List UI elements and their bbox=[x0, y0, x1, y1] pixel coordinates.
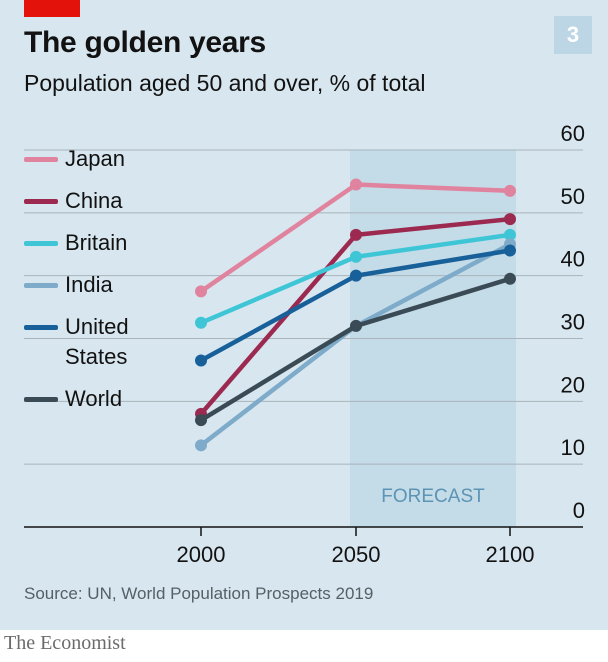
source-note: Source: UN, World Population Prospects 2… bbox=[24, 584, 374, 603]
data-point bbox=[195, 439, 207, 452]
legend-label: India bbox=[65, 272, 113, 297]
x-tick-label: 2050 bbox=[332, 542, 381, 567]
line-chart: FORECAST 0 10 20 30 40 50 60 2000 2050 2100 bbox=[24, 121, 585, 567]
legend-label: Japan bbox=[65, 146, 125, 171]
forecast-label: FORECAST bbox=[381, 486, 485, 507]
y-tick-label: 60 bbox=[561, 121, 585, 146]
data-point bbox=[350, 228, 362, 241]
legend-label: Britain bbox=[65, 230, 128, 255]
legend-swatch bbox=[24, 199, 58, 204]
data-point bbox=[195, 354, 207, 367]
data-point bbox=[195, 285, 207, 298]
publisher-name: The Economist bbox=[4, 632, 126, 654]
data-point bbox=[504, 272, 516, 285]
legend-swatch bbox=[24, 157, 58, 162]
x-tick-label: 2000 bbox=[177, 542, 226, 567]
y-tick-label: 50 bbox=[561, 184, 585, 209]
brand-red-tag bbox=[24, 0, 80, 17]
data-point bbox=[195, 316, 207, 329]
chart-title: The golden years bbox=[24, 26, 266, 59]
data-point bbox=[350, 178, 362, 191]
y-tick-label: 0 bbox=[573, 498, 585, 523]
data-point bbox=[350, 319, 362, 332]
legend-label: United States bbox=[65, 314, 129, 369]
chart-subtitle: Population aged 50 and over, % of total bbox=[24, 70, 426, 96]
legend-swatch bbox=[24, 241, 58, 246]
data-point bbox=[504, 244, 516, 257]
y-tick-label: 40 bbox=[561, 247, 585, 272]
data-point bbox=[350, 250, 362, 263]
data-point bbox=[195, 414, 207, 427]
x-tick-label: 2100 bbox=[486, 542, 535, 567]
legend-swatch bbox=[24, 325, 58, 330]
legend-swatch bbox=[24, 397, 58, 402]
data-point bbox=[504, 213, 516, 226]
data-point bbox=[350, 269, 362, 282]
chart-number-badge: 3 bbox=[554, 16, 592, 54]
legend-label: China bbox=[65, 188, 123, 213]
legend-swatch bbox=[24, 283, 58, 288]
data-point bbox=[504, 228, 516, 241]
legend-label: World bbox=[65, 386, 123, 411]
y-tick-label: 10 bbox=[561, 435, 585, 460]
y-tick-label: 20 bbox=[561, 372, 585, 397]
data-point bbox=[504, 184, 516, 197]
y-tick-label: 30 bbox=[561, 310, 585, 335]
